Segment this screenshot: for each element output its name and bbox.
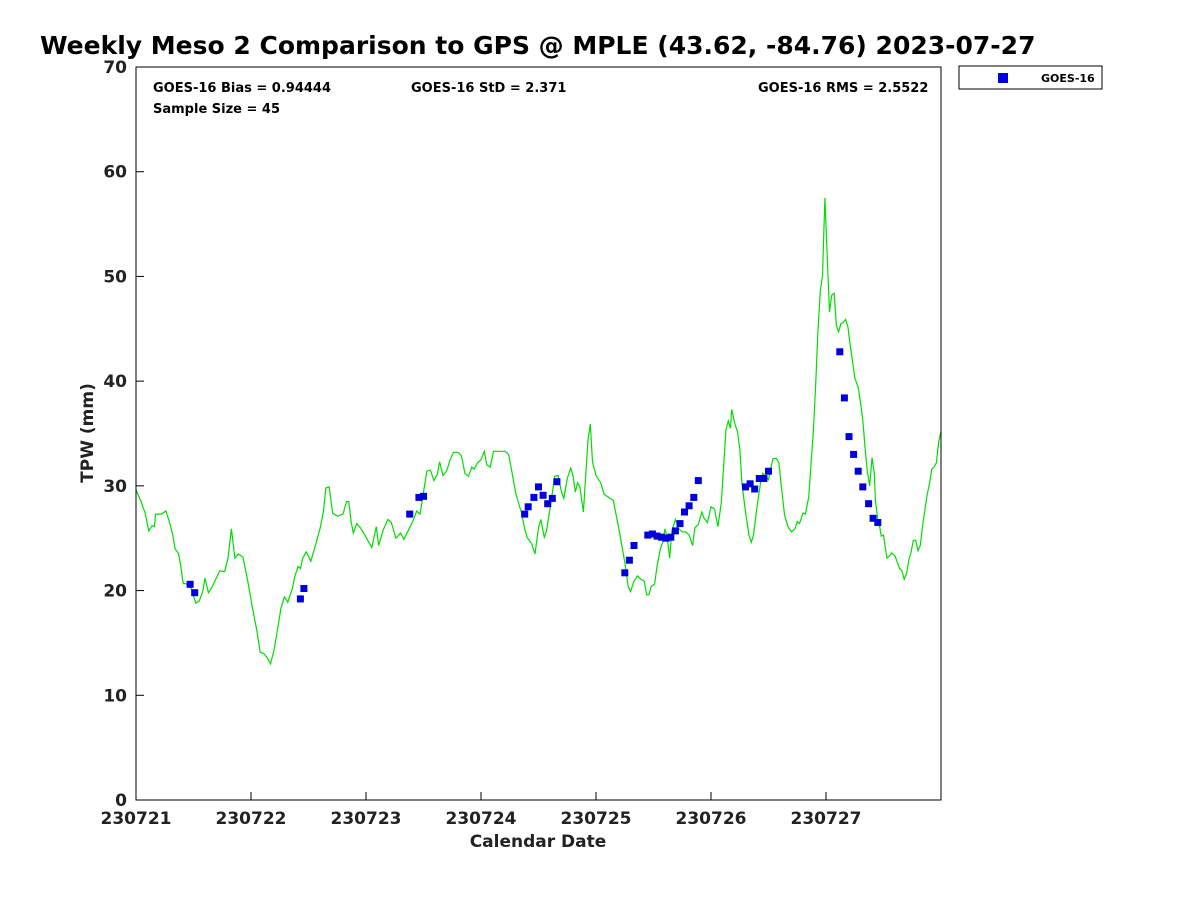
goes16-point — [548, 494, 556, 502]
goes16-point — [406, 510, 414, 518]
plot-frame — [135, 66, 942, 801]
goes16-point — [420, 492, 427, 500]
goes16-point — [186, 580, 194, 588]
goes16-point — [751, 485, 759, 493]
y-tick-label: 50 — [103, 267, 127, 287]
goes16-point — [854, 467, 862, 475]
goes16-point — [539, 491, 547, 499]
goes16-point — [760, 475, 768, 482]
goes16-point — [746, 480, 754, 488]
stat-std: GOES-16 StD = 2.371 — [411, 81, 566, 96]
x-axis-label: Calendar Date — [470, 832, 607, 852]
x-tick-label: 230726 — [676, 809, 747, 829]
x-tick-label: 230722 — [216, 809, 287, 829]
goes16-point — [658, 533, 666, 541]
goes16-point — [296, 595, 304, 603]
y-tick-label: 0 — [115, 791, 127, 811]
goes16-point — [653, 532, 661, 540]
goes16-point — [662, 534, 670, 542]
x-tick-label: 230727 — [791, 809, 862, 829]
goes16-point — [850, 450, 858, 458]
goes16-point — [690, 493, 698, 501]
y-tick-label: 20 — [103, 582, 127, 602]
legend-marker-goes16 — [998, 73, 1008, 83]
goes16-point — [694, 477, 702, 485]
goes16-point — [671, 527, 679, 535]
goes16-point — [667, 533, 675, 541]
goes16-point — [415, 493, 423, 501]
x-tick-label: 230724 — [446, 809, 517, 829]
legend-label-goes16: GOES-16 — [1041, 72, 1095, 85]
goes16-point — [836, 348, 844, 356]
legend: GOES-16 — [958, 65, 1103, 90]
goes16-point — [648, 530, 656, 538]
y-tick-label: 10 — [103, 686, 127, 706]
goes16-point — [681, 508, 688, 516]
goes16-point — [300, 585, 308, 592]
stat-sample-size: Sample Size = 45 — [153, 102, 280, 117]
x-tick-label: 230723 — [331, 809, 402, 829]
goes16-point — [869, 514, 877, 522]
x-axis: 230721 230722 230723 230724 230725 230726 2307… — [101, 792, 862, 829]
goes16-point — [191, 589, 199, 597]
legend-box — [958, 65, 1103, 90]
goes16-point — [845, 433, 853, 441]
x-tick-label: 230725 — [561, 809, 632, 829]
goes16-point — [621, 569, 629, 577]
goes16-point — [553, 478, 561, 486]
goes16-point — [865, 500, 873, 508]
goes16-point — [676, 520, 684, 528]
goes16-point — [840, 394, 848, 402]
goes16-point — [755, 475, 763, 482]
goes16-point — [535, 483, 542, 491]
goes16-point — [625, 556, 633, 564]
x-tick-label: 230721 — [101, 809, 172, 829]
y-axis-label: TPW (mm) — [78, 383, 98, 483]
stat-rms: GOES-16 RMS = 2.5522 — [758, 81, 928, 96]
goes16-point — [524, 503, 532, 511]
gps-series-line — [135, 197, 942, 666]
goes16-point — [742, 483, 749, 491]
y-tick-label: 70 — [103, 58, 127, 78]
plot-area — [135, 197, 942, 666]
goes16-point — [765, 467, 772, 475]
goes16-point — [874, 519, 882, 526]
goes16-point — [630, 542, 638, 549]
y-tick-label: 40 — [103, 372, 127, 392]
stat-bias: GOES-16 Bias = 0.94444 — [153, 81, 331, 96]
goes16-point — [685, 502, 693, 510]
y-tick-label: 60 — [103, 163, 127, 183]
goes16-point — [530, 493, 538, 501]
goes16-point — [521, 510, 529, 518]
goes16-point — [859, 483, 867, 491]
y-axis: 0 10 20 30 40 50 60 70 — [103, 58, 144, 811]
y-tick-label: 30 — [103, 477, 127, 497]
chart-title: Weekly Meso 2 Comparison to GPS @ MPLE (… — [40, 31, 1035, 60]
goes16-point — [544, 500, 552, 508]
goes16-point — [644, 531, 652, 539]
